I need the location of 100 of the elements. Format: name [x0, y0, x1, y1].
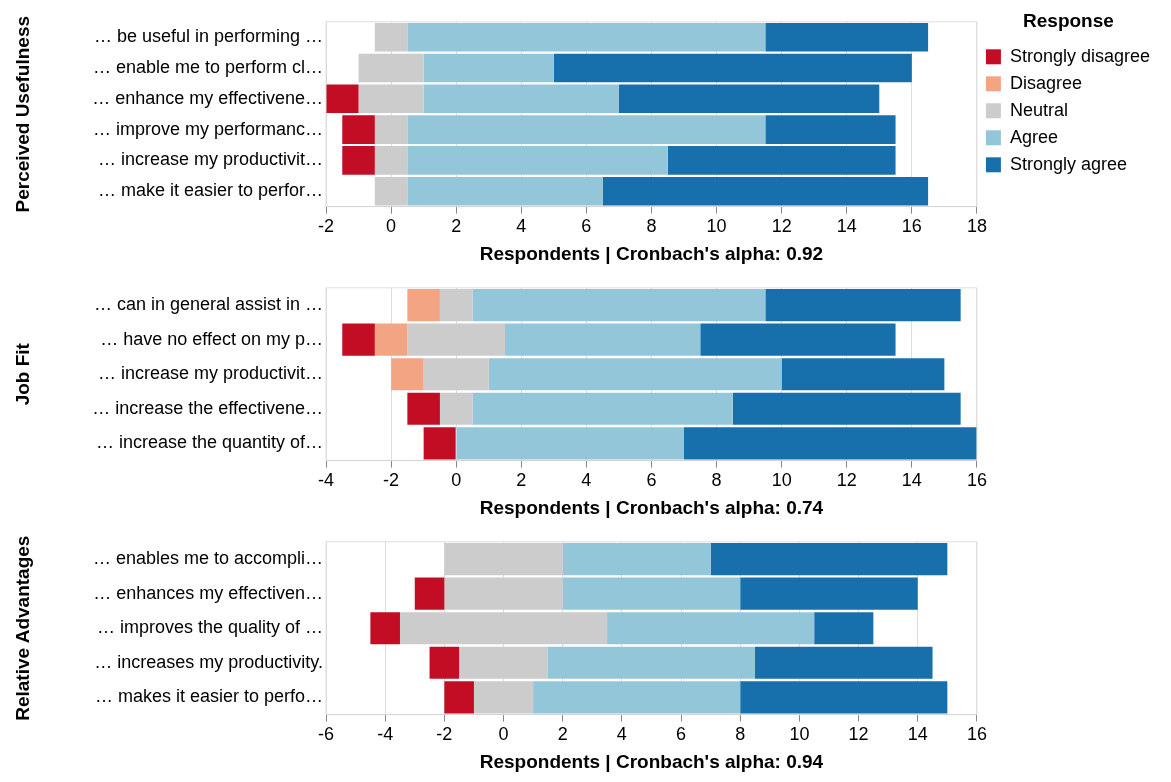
y-tick-label: … increase the effectivene… [92, 397, 323, 418]
x-tick-label: 0 [386, 216, 397, 237]
x-tick-label: 8 [711, 470, 722, 491]
bar [358, 53, 424, 83]
x-tick-label: 10 [706, 216, 727, 237]
x-tick-label: 16 [966, 724, 987, 745]
bar [473, 681, 534, 714]
legend-title: Response [1023, 9, 1114, 31]
x-tick-label: -2 [383, 470, 400, 491]
x-tick-label: 12 [848, 724, 869, 745]
bar [407, 176, 603, 206]
y-axis-title: Relative Advantages [11, 535, 33, 721]
bar [444, 543, 563, 576]
bar [423, 53, 554, 83]
bar [439, 289, 473, 322]
bar [399, 612, 608, 645]
x-tick-label: 2 [516, 470, 527, 491]
bar [374, 176, 408, 206]
bar [342, 115, 375, 144]
bar [562, 543, 711, 576]
bar [414, 577, 445, 610]
bar [732, 392, 961, 425]
bar [710, 543, 948, 576]
bar [374, 115, 408, 144]
bar [374, 22, 408, 52]
bar [472, 392, 733, 425]
bar [358, 84, 424, 114]
y-tick-label: … improve my performanc… [92, 118, 323, 139]
x-tick-label: 14 [901, 470, 922, 491]
x-tick-label: -6 [317, 724, 335, 745]
x-tick-label: 10 [789, 724, 810, 745]
x-axis-title: Respondents | Cronbach's alpha: 0.92 [479, 242, 824, 264]
bar [607, 612, 815, 645]
legend-label: Disagree [1009, 72, 1082, 93]
bar [423, 358, 489, 391]
bar [429, 646, 460, 679]
bar [439, 392, 473, 425]
bar [407, 392, 440, 425]
bar [765, 289, 961, 322]
y-axis-title: Job Fit [11, 342, 33, 406]
legend-label: Strongly disagree [1009, 45, 1151, 66]
bar [814, 612, 874, 645]
bar [391, 358, 424, 391]
bar [547, 646, 756, 679]
y-tick-label: … can in general assist in … [93, 294, 323, 315]
bar [740, 577, 918, 610]
bar [423, 427, 456, 460]
x-axis-title: Respondents | Cronbach's alpha: 0.74 [479, 496, 824, 518]
x-tick-label: 12 [771, 216, 792, 237]
x-tick-label: 0 [498, 724, 509, 745]
x-tick-label: 10 [771, 470, 792, 491]
y-tick-label: … makes it easier to perfo… [94, 686, 323, 707]
x-tick-label: 6 [581, 216, 592, 237]
x-tick-label: 4 [516, 216, 527, 237]
y-tick-label: … increase the quantity of… [95, 432, 323, 453]
bar [444, 681, 474, 714]
x-tick-label: 16 [901, 216, 922, 237]
bar [370, 612, 400, 645]
bar [740, 681, 948, 714]
y-tick-label: … increase my productivit… [97, 363, 323, 384]
x-tick-label: -2 [436, 724, 453, 745]
x-tick-label: -4 [317, 470, 335, 491]
bar [700, 323, 896, 356]
bar [326, 84, 359, 114]
bar [765, 22, 929, 52]
legend-label: Neutral [1009, 99, 1068, 120]
y-tick-label: … make it easier to perfor… [97, 180, 323, 201]
bar [533, 681, 741, 714]
bar [444, 577, 563, 610]
bar [374, 146, 408, 175]
y-tick-label: … have no effect on my p… [100, 328, 323, 349]
bar [781, 358, 945, 391]
bar [562, 577, 741, 610]
x-tick-label: 8 [735, 724, 746, 745]
bar [765, 115, 896, 144]
bar [407, 323, 505, 356]
bar [667, 146, 896, 175]
legend-label: Agree [1009, 126, 1058, 147]
x-tick-label: 12 [836, 470, 857, 491]
bar [488, 358, 782, 391]
bar [553, 53, 912, 83]
bar [755, 646, 933, 679]
x-tick-label: 6 [676, 724, 687, 745]
y-tick-label: … increases my productivity. [94, 651, 323, 672]
y-tick-label: … improves the quality of … [96, 617, 323, 638]
x-axis-title: Respondents | Cronbach's alpha: 0.94 [479, 750, 824, 772]
bar [407, 289, 440, 322]
bar [602, 176, 929, 206]
bar [423, 84, 619, 114]
x-tick-label: 4 [616, 724, 627, 745]
bar [684, 427, 977, 460]
x-tick-label: 16 [966, 470, 987, 491]
y-axis-title: Perceived Usefulness [11, 15, 33, 213]
x-tick-label: 6 [646, 470, 657, 491]
bar [505, 323, 701, 356]
y-tick-label: … increase my productivit… [97, 149, 323, 170]
x-tick-label: 14 [836, 216, 857, 237]
x-tick-label: 18 [966, 216, 987, 237]
bar [407, 22, 766, 52]
bar [459, 646, 548, 679]
